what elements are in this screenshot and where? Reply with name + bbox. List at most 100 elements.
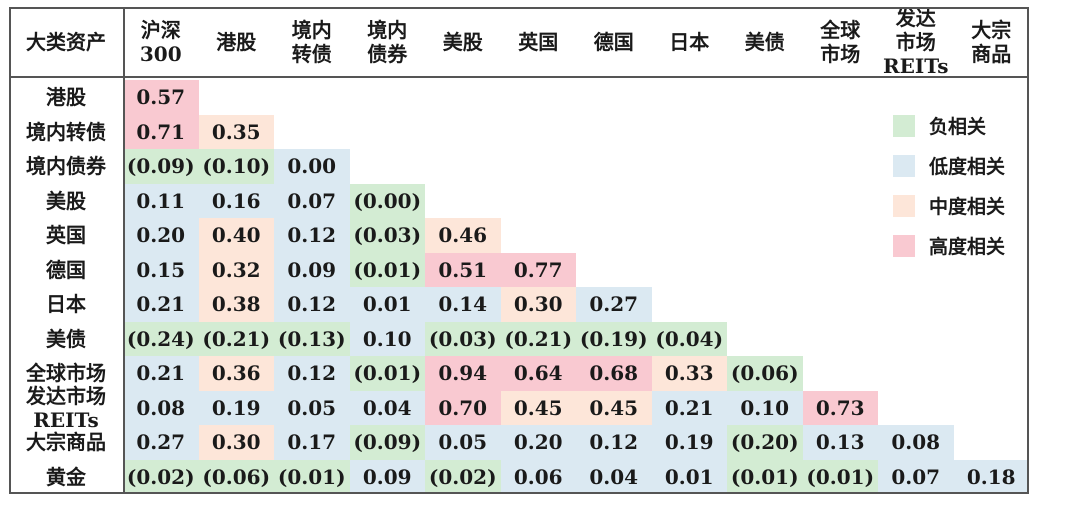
- heatmap-cell: 0.77: [500, 252, 576, 287]
- heatmap-cell: 0.12: [274, 287, 350, 322]
- heatmap-cell: 0.33: [651, 356, 727, 391]
- heatmap-cell: (0.01): [349, 356, 425, 391]
- column-header: 大宗 商品: [953, 7, 1029, 78]
- heatmap-cell: 0.01: [349, 287, 425, 322]
- heatmap-cell: 0.18: [953, 459, 1029, 494]
- row-label: 境内转债: [26, 119, 106, 144]
- heatmap-cell: 0.30: [500, 287, 576, 322]
- heatmap-cell: 0.10: [727, 390, 803, 425]
- row-label: 全球市场: [26, 361, 106, 386]
- heatmap-cell: 0.70: [425, 390, 501, 425]
- column-header: 美股: [425, 7, 501, 78]
- heatmap-cell: 0.20: [123, 218, 199, 253]
- heatmap-cell: 0.45: [576, 390, 652, 425]
- heatmap-cell: 0.09: [274, 252, 350, 287]
- column-header: 美债: [727, 7, 803, 78]
- heatmap-cell: 0.46: [425, 218, 501, 253]
- heatmap-cell: (0.09): [349, 425, 425, 460]
- column-header: 境内 转债: [274, 7, 350, 78]
- heatmap-cell: 0.19: [651, 425, 727, 460]
- column-header: 港股: [198, 7, 274, 78]
- heatmap-cell: 0.15: [123, 252, 199, 287]
- row-label: 大宗商品: [26, 430, 106, 455]
- row-label: 美股: [46, 188, 86, 213]
- heatmap-cell: 0.08: [878, 425, 954, 460]
- heatmap-cell: (0.06): [727, 356, 803, 391]
- heatmap-cell: 0.35: [198, 114, 274, 149]
- heatmap-cell: 0.57: [123, 80, 199, 115]
- heatmap-cell: (0.19): [576, 321, 652, 356]
- heatmap-cell: 0.19: [198, 390, 274, 425]
- heatmap-cell: 0.01: [651, 459, 727, 494]
- heatmap-cell: 0.36: [198, 356, 274, 391]
- heatmap-cell: 0.27: [576, 287, 652, 322]
- column-header: 德国: [576, 7, 652, 78]
- heatmap-cell: 0.64: [500, 356, 576, 391]
- legend-label: 负相关: [929, 116, 987, 138]
- legend-swatch: [893, 114, 915, 137]
- heatmap-cell: 0.21: [123, 287, 199, 322]
- heatmap-cell: 0.07: [878, 459, 954, 494]
- heatmap-cell: (0.24): [123, 321, 199, 356]
- heatmap-cell: 0.45: [500, 390, 576, 425]
- heatmap-cell: 0.17: [274, 425, 350, 460]
- corner-label: 大类资产: [9, 7, 123, 78]
- column-header: 全球 市场: [802, 7, 878, 78]
- legend-swatch: [893, 234, 915, 257]
- heatmap-cell: (0.03): [425, 321, 501, 356]
- heatmap-cell: 0.38: [198, 287, 274, 322]
- heatmap-cell: 0.06: [500, 459, 576, 494]
- heatmap-cell: 0.07: [274, 183, 350, 218]
- heatmap-cell: 0.21: [651, 390, 727, 425]
- header-divider: [123, 7, 125, 494]
- heatmap-cell: (0.01): [802, 459, 878, 494]
- column-header: 日本: [651, 7, 727, 78]
- heatmap-cell: (0.01): [727, 459, 803, 494]
- heatmap-cell: 0.40: [198, 218, 274, 253]
- row-label: 境内债券: [26, 154, 106, 179]
- column-header: 发达 市场 REITs: [878, 6, 954, 78]
- legend-item: 中度相关: [893, 192, 1005, 219]
- legend-swatch: [893, 194, 915, 217]
- heatmap-cell: 0.04: [576, 459, 652, 494]
- heatmap-cell: (0.21): [198, 321, 274, 356]
- heatmap-cell: 0.94: [425, 356, 501, 391]
- heatmap-cell: (0.03): [349, 218, 425, 253]
- heatmap-cell: 0.12: [274, 356, 350, 391]
- heatmap-cell: 0.16: [198, 183, 274, 218]
- heatmap-cell: 0.08: [123, 390, 199, 425]
- heatmap-cell: 0.51: [425, 252, 501, 287]
- column-header: 境内 债券: [349, 7, 425, 78]
- heatmap-cell: (0.01): [274, 459, 350, 494]
- heatmap-cell: 0.00: [274, 149, 350, 184]
- heatmap-cell: 0.30: [198, 425, 274, 460]
- legend-label: 低度相关: [929, 156, 1006, 178]
- heatmap-cell: 0.71: [123, 114, 199, 149]
- heatmap-cell: 0.27: [123, 425, 199, 460]
- heatmap-cell: (0.13): [274, 321, 350, 356]
- heatmap-cell: 0.10: [349, 321, 425, 356]
- heatmap-cell: (0.10): [198, 149, 274, 184]
- heatmap-cell: (0.02): [425, 459, 501, 494]
- row-label: 日本: [46, 292, 86, 317]
- heatmap-cell: (0.04): [651, 321, 727, 356]
- heatmap-cell: 0.73: [802, 390, 878, 425]
- heatmap-cell: (0.21): [500, 321, 576, 356]
- column-header: 英国: [500, 7, 576, 78]
- heatmap-cell: (0.09): [123, 149, 199, 184]
- heatmap-cell: 0.05: [425, 425, 501, 460]
- row-label: 发达市场 REITs: [26, 383, 106, 432]
- legend-item: 低度相关: [893, 152, 1005, 179]
- heatmap-cell: 0.04: [349, 390, 425, 425]
- heatmap-cell: 0.12: [576, 425, 652, 460]
- heatmap-cell: 0.20: [500, 425, 576, 460]
- column-header: 沪深 300: [123, 7, 199, 78]
- heatmap-cell: (0.00): [349, 183, 425, 218]
- heatmap-cell: (0.01): [349, 252, 425, 287]
- heatmap-cell: (0.06): [198, 459, 274, 494]
- heatmap-cell: 0.68: [576, 356, 652, 391]
- row-label: 美债: [46, 326, 86, 351]
- heatmap-cell: 0.12: [274, 218, 350, 253]
- row-label: 港股: [46, 85, 86, 110]
- row-label: 德国: [46, 257, 86, 282]
